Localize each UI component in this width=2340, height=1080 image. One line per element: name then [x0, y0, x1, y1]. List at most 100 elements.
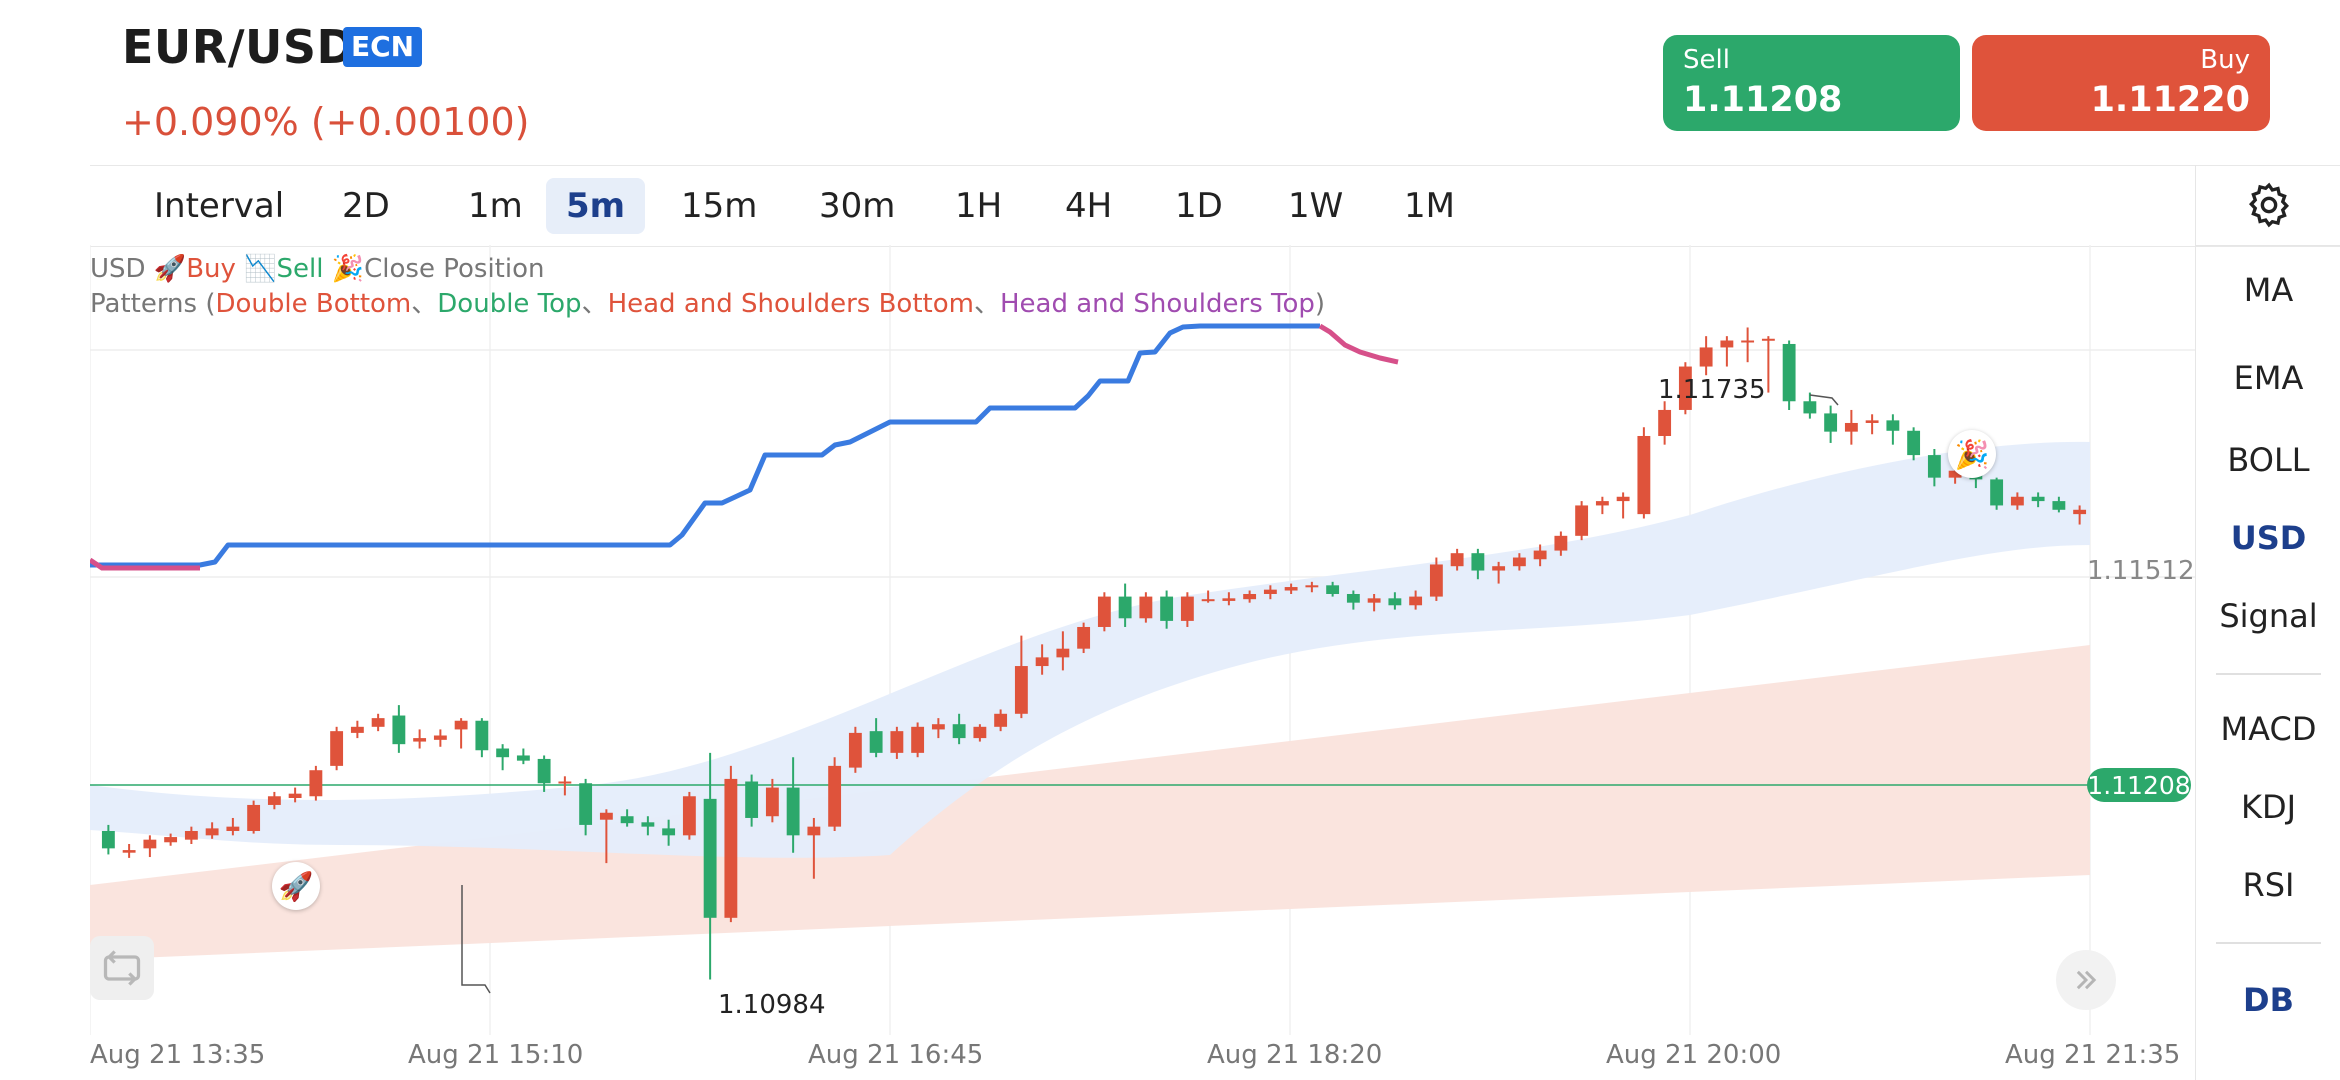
candle-body — [1824, 413, 1838, 432]
buy-label: Buy — [2200, 45, 2250, 75]
candle-body — [1243, 593, 1257, 600]
rocket-icon: 🚀 — [153, 254, 187, 284]
candle-body — [1180, 596, 1194, 621]
candle-body — [1305, 585, 1319, 588]
candle-body — [641, 822, 655, 827]
indicator-macd[interactable]: MACD — [2220, 710, 2317, 748]
candle-body — [1761, 338, 1775, 341]
legend-close: Close Position — [364, 254, 545, 284]
candle-body — [724, 778, 738, 918]
candle-body — [350, 726, 364, 733]
indicator-kdj[interactable]: KDJ — [2240, 788, 2297, 826]
pattern-double-bottom: Double Bottom — [215, 289, 412, 319]
divider — [2216, 942, 2321, 944]
candle-body — [1865, 420, 1879, 423]
candle-body — [1077, 626, 1091, 649]
interval-1h[interactable]: 1H — [955, 186, 1003, 226]
candle-body — [1720, 340, 1734, 348]
candle-body — [579, 783, 593, 825]
pattern-double-top: Double Top — [437, 289, 582, 319]
interval-1m[interactable]: 1m — [468, 186, 523, 226]
last-price-label: 1.11512 — [2087, 556, 2195, 586]
candle-body — [828, 765, 842, 827]
low-price-label: 1.10984 — [718, 990, 826, 1020]
candle-body — [537, 758, 551, 784]
indicator-boll[interactable]: BOLL — [2227, 441, 2310, 479]
candle-body — [765, 787, 779, 817]
candle-body — [516, 755, 530, 761]
candle-body — [1160, 596, 1174, 621]
candle-body — [1782, 343, 1796, 402]
candle-body — [2073, 509, 2087, 515]
candle-body — [1139, 596, 1153, 619]
candle-body — [558, 781, 572, 784]
interval-2d[interactable]: 2D — [342, 186, 390, 226]
high-leader-line — [1809, 394, 1839, 406]
candle-body — [1222, 598, 1236, 601]
sell-button[interactable]: Sell 1.11208 — [1663, 35, 1960, 131]
candle-body — [1948, 470, 1962, 478]
candle-body — [1450, 553, 1464, 567]
candle-body — [952, 724, 966, 739]
chart-down-icon: 📉 — [244, 254, 277, 284]
candle-body — [599, 812, 613, 820]
candle-body — [309, 770, 323, 797]
candle-body — [205, 828, 219, 836]
interval-15m[interactable]: 15m — [681, 186, 758, 226]
scroll-latest-button[interactable] — [2056, 950, 2116, 1010]
candle-body — [1097, 596, 1111, 627]
candle-body — [1118, 596, 1132, 619]
candle-body — [973, 726, 987, 739]
candle-body — [869, 731, 883, 753]
candlestick-chart[interactable]: 1.11735 1.10984 1.11512 1.11208 — [90, 245, 2195, 1035]
candle-body — [454, 720, 468, 730]
double-chevron-right-icon — [2076, 970, 2097, 990]
candle-body — [682, 796, 696, 836]
interval-5m[interactable]: 5m — [546, 178, 646, 234]
candle-body — [1388, 598, 1402, 606]
separator: 、 — [581, 289, 608, 319]
candle-body — [786, 787, 800, 836]
low-leader-line — [461, 885, 491, 994]
indicator-rsi[interactable]: RSI — [2242, 866, 2295, 904]
indicator-ma[interactable]: MA — [2243, 271, 2294, 309]
indicator-usd[interactable]: USD — [2230, 519, 2307, 557]
buy-button[interactable]: Buy 1.11220 — [1972, 35, 2270, 131]
candle-body — [1014, 666, 1028, 714]
candle-body — [1637, 435, 1651, 515]
candle-body — [1844, 422, 1858, 432]
candle-body — [1326, 585, 1340, 594]
x-tick-label: Aug 21 20:00 — [1606, 1040, 1782, 1070]
candle-body — [745, 781, 759, 818]
candle-body — [433, 735, 447, 740]
candle-body — [226, 826, 240, 831]
blue-cloud — [90, 441, 2090, 858]
sell-label: Sell — [1683, 45, 1730, 75]
pattern-legend: Patterns (Double Bottom、Double Top、Head … — [90, 283, 1325, 320]
interval-1d[interactable]: 1D — [1175, 186, 1223, 226]
interval-4h[interactable]: 4H — [1065, 186, 1113, 226]
refresh-icon — [103, 950, 141, 986]
candle-body — [184, 830, 198, 840]
candle-body — [931, 724, 945, 730]
candle-body — [2052, 501, 2066, 510]
reset-view-button[interactable] — [90, 936, 154, 1000]
settings-button[interactable] — [2196, 165, 2340, 246]
signal-legend: USD 🚀Buy 📉Sell 🎉Close Position — [90, 254, 544, 284]
candle-body — [164, 837, 178, 843]
indicator-signal[interactable]: Signal — [2219, 597, 2318, 635]
high-price-label: 1.11735 — [1658, 375, 1766, 405]
interval-1mo[interactable]: 1M — [1404, 186, 1455, 226]
interval-label: Interval — [154, 186, 285, 226]
candle-body — [1346, 593, 1360, 603]
buy-signal-marker[interactable]: 🚀 — [272, 862, 320, 910]
indicator-db[interactable]: DB — [2243, 981, 2294, 1019]
interval-1w[interactable]: 1W — [1288, 186, 1344, 226]
interval-30m[interactable]: 30m — [819, 186, 896, 226]
indicator-ema[interactable]: EMA — [2233, 359, 2304, 397]
legend-buy: Buy — [186, 254, 236, 284]
close-signal-marker[interactable]: 🎉 — [1948, 430, 1996, 478]
candle-body — [1741, 340, 1755, 343]
buy-price: 1.11220 — [2090, 80, 2250, 120]
candle-body — [101, 830, 115, 849]
